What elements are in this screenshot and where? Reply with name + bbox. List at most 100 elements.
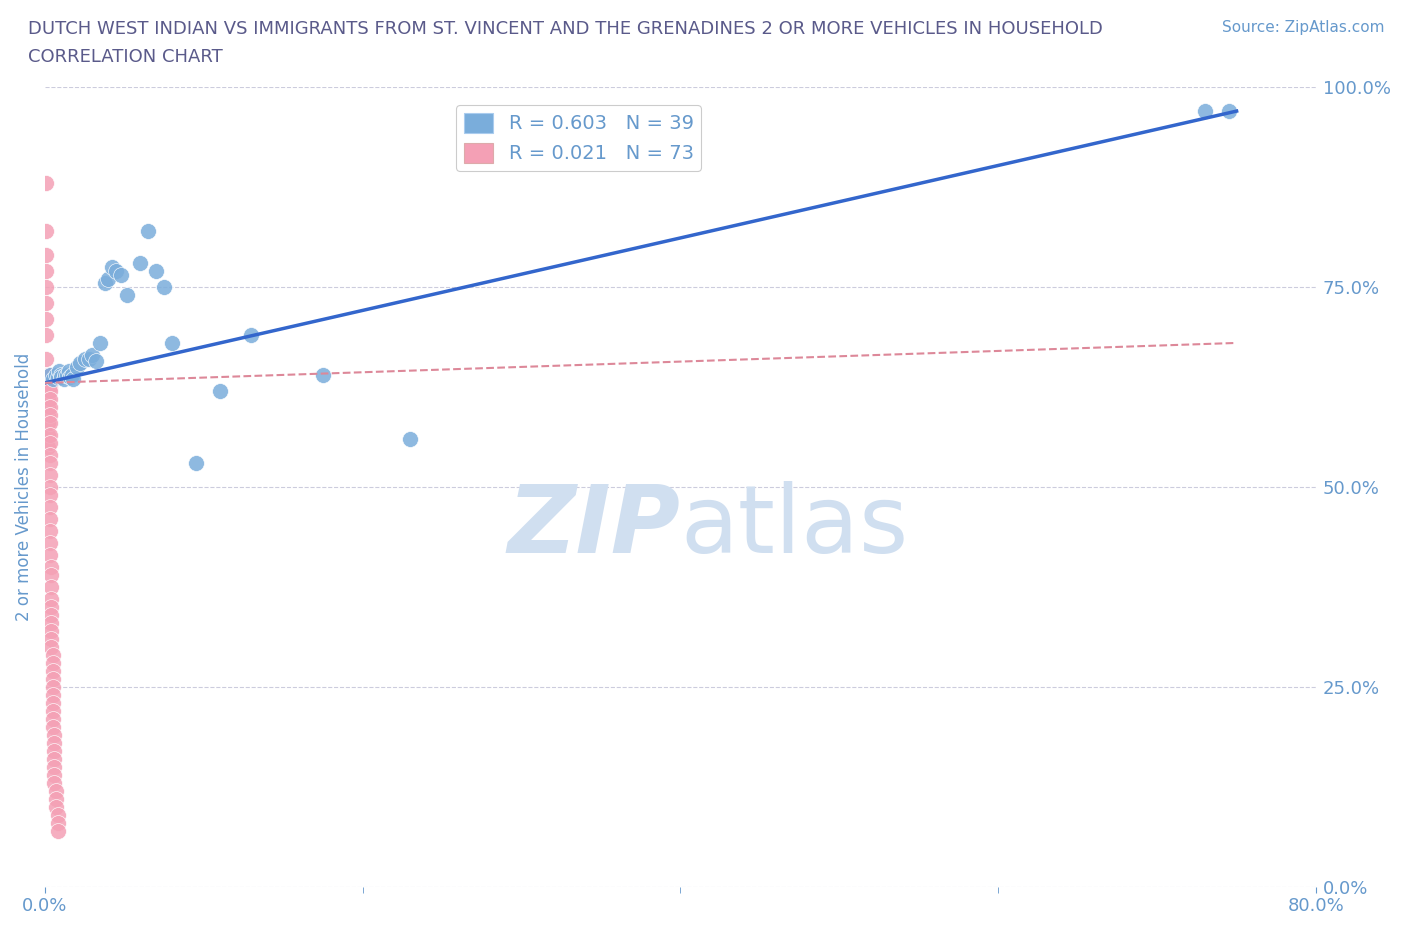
Point <box>45 367 67 382</box>
Point <box>73 352 96 366</box>
Point <box>39 607 62 622</box>
Point <box>39 579 62 594</box>
Y-axis label: 2 or more Vehicles in Household: 2 or more Vehicles in Household <box>15 352 32 621</box>
Point <box>37 416 59 431</box>
Point <box>49 367 72 382</box>
Point <box>37 407 59 422</box>
Point <box>39 599 62 614</box>
Point <box>39 623 62 638</box>
Point <box>35 352 58 366</box>
Point <box>82 348 104 363</box>
Point <box>42 647 65 662</box>
Text: CORRELATION CHART: CORRELATION CHART <box>28 48 224 66</box>
Point <box>38 536 60 551</box>
Point <box>38 383 60 398</box>
Point <box>46 369 69 384</box>
Point <box>89 336 111 351</box>
Point <box>38 512 60 526</box>
Point <box>42 371 65 386</box>
Text: Source: ZipAtlas.com: Source: ZipAtlas.com <box>1222 20 1385 35</box>
Point <box>69 355 91 370</box>
Point <box>49 369 72 384</box>
Point <box>117 287 139 302</box>
Point <box>35 176 58 191</box>
Point <box>129 256 152 271</box>
Point <box>39 639 62 654</box>
Point <box>153 280 176 295</box>
Point <box>65 360 87 375</box>
Point <box>37 383 59 398</box>
Point <box>39 559 62 574</box>
Point <box>45 799 67 814</box>
Point <box>42 679 65 694</box>
Point <box>38 367 60 382</box>
Point <box>37 388 59 403</box>
Text: atlas: atlas <box>681 481 908 573</box>
Point <box>105 263 128 278</box>
Text: ZIP: ZIP <box>508 481 681 573</box>
Point <box>58 364 80 379</box>
Point <box>44 736 66 751</box>
Point <box>38 407 60 422</box>
Point <box>42 656 65 671</box>
Point <box>59 369 82 384</box>
Point <box>84 353 107 368</box>
Point <box>42 711 65 726</box>
Point <box>38 456 60 471</box>
Point <box>55 367 77 382</box>
Point <box>35 223 58 238</box>
Point <box>42 696 65 711</box>
Point <box>42 719 65 734</box>
Point <box>44 776 66 790</box>
Point <box>46 816 69 830</box>
Point <box>79 352 101 366</box>
Point <box>160 336 183 351</box>
Point <box>37 376 59 391</box>
Point <box>110 268 132 283</box>
Point <box>44 759 66 774</box>
Point <box>45 791 67 806</box>
Point <box>35 327 58 342</box>
Point <box>312 367 335 382</box>
Point <box>37 392 59 406</box>
Text: DUTCH WEST INDIAN VS IMMIGRANTS FROM ST. VINCENT AND THE GRENADINES 2 OR MORE VE: DUTCH WEST INDIAN VS IMMIGRANTS FROM ST.… <box>28 20 1102 38</box>
Point <box>39 567 62 582</box>
Point <box>42 671 65 686</box>
Point <box>56 367 79 382</box>
Point <box>184 456 207 471</box>
Point <box>38 416 60 431</box>
Point <box>62 371 84 386</box>
Point <box>39 631 62 646</box>
Point <box>38 400 60 415</box>
Point <box>38 435 60 450</box>
Point <box>136 223 159 238</box>
Point <box>38 447 60 462</box>
Point <box>44 767 66 782</box>
Point <box>38 487 60 502</box>
Point <box>38 379 60 394</box>
Point <box>38 479 60 494</box>
Point <box>39 616 62 631</box>
Point <box>38 367 60 382</box>
Point <box>44 751 66 766</box>
Point <box>94 275 117 290</box>
Point <box>38 376 60 391</box>
Point <box>37 428 59 443</box>
Point <box>35 263 58 278</box>
Point <box>45 783 67 798</box>
Point <box>100 259 122 274</box>
Point <box>44 743 66 758</box>
Point <box>38 524 60 538</box>
Point <box>208 383 231 398</box>
Point <box>145 263 167 278</box>
Point <box>42 663 65 678</box>
Point <box>35 376 58 391</box>
Point <box>42 687 65 702</box>
Point <box>240 327 263 342</box>
Point <box>44 727 66 742</box>
Point <box>38 499 60 514</box>
Point <box>1194 103 1216 118</box>
Point <box>38 392 60 406</box>
Point <box>46 807 69 822</box>
Point <box>48 364 70 379</box>
